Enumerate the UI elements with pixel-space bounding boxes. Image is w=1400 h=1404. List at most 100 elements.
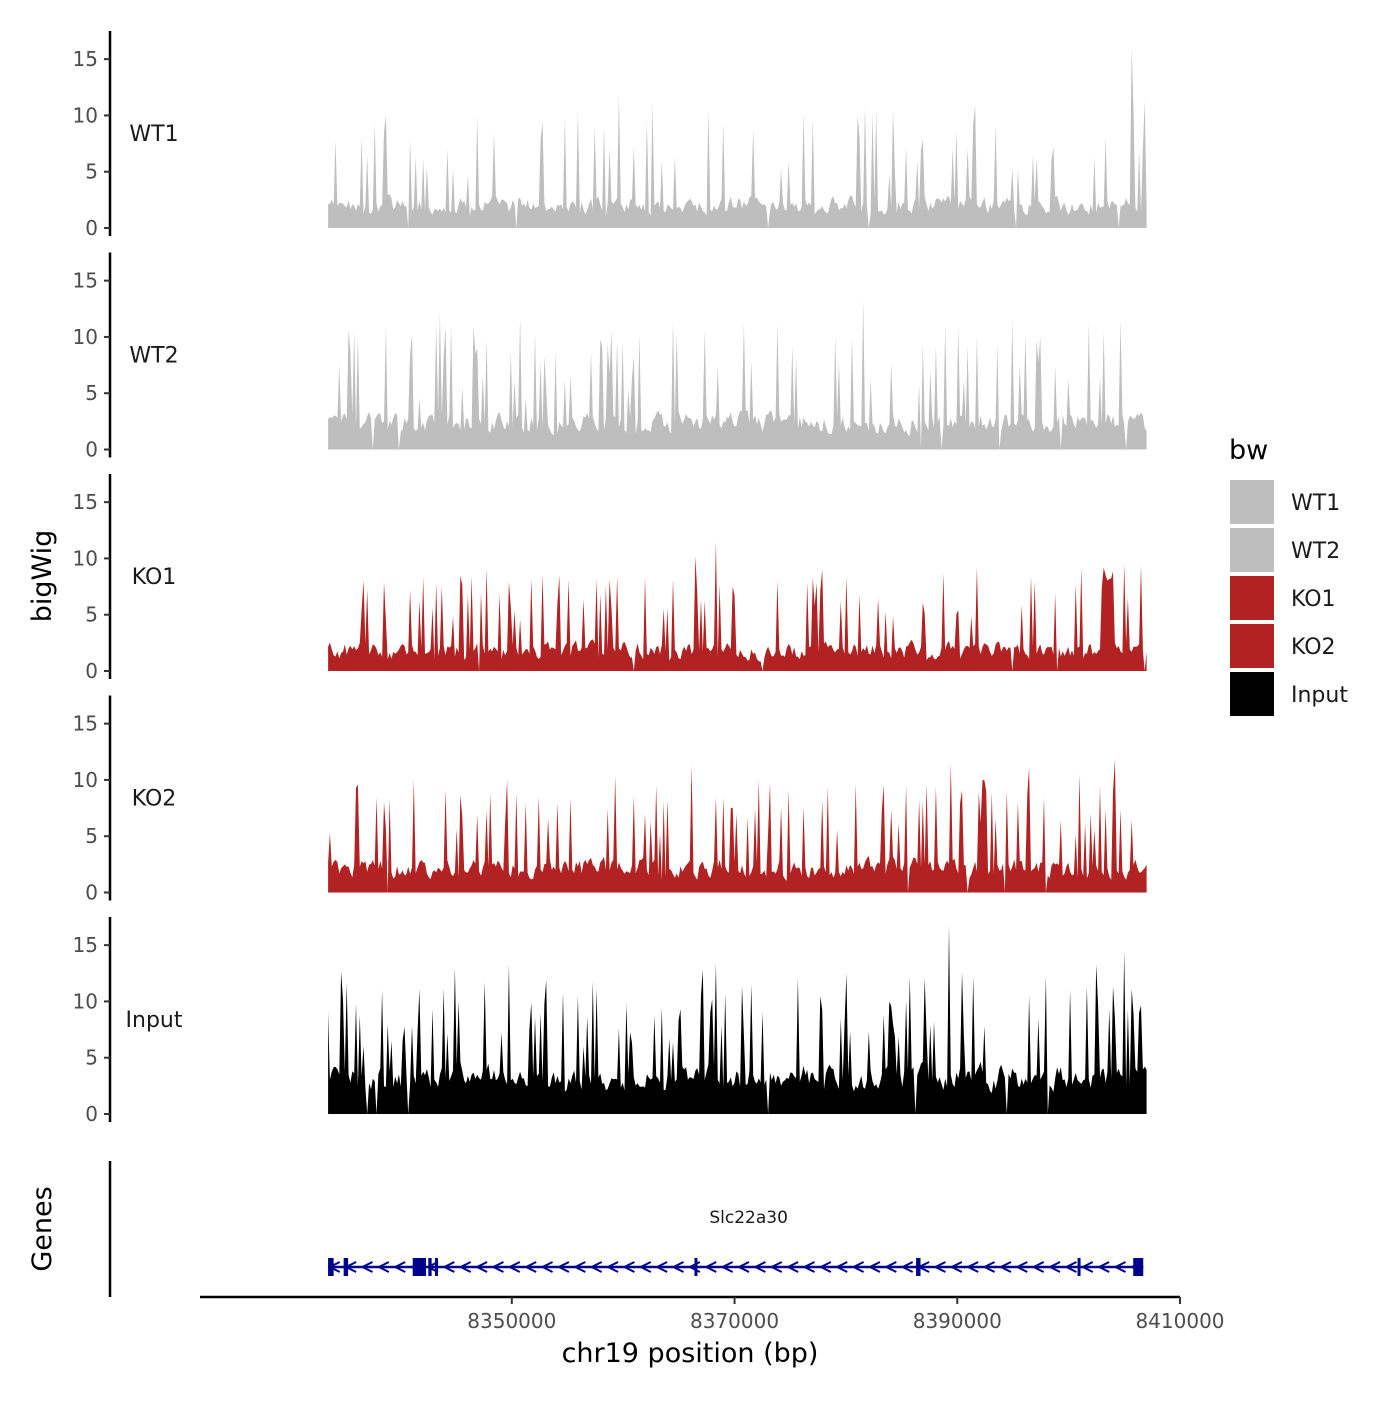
strand-arrow xyxy=(392,1261,406,1273)
strand-arrow xyxy=(769,1261,783,1273)
gene-exon xyxy=(1133,1258,1144,1276)
strand-arrow xyxy=(458,1261,472,1273)
track-wt1: 0 5 10 15 WT1 xyxy=(73,31,1147,240)
gene-exon xyxy=(412,1258,427,1276)
strand-arrow xyxy=(671,1261,684,1273)
legend-label: KO1 xyxy=(1291,587,1336,612)
legend-label: WT2 xyxy=(1291,539,1340,564)
gene-exon xyxy=(434,1258,438,1276)
track-ko2: 0 5 10 15 KO2 xyxy=(73,695,1147,905)
y-tick-label: 15 xyxy=(73,47,98,71)
strand-arrow xyxy=(736,1261,750,1273)
y-tick-label: 15 xyxy=(73,933,98,957)
gene-slc22a30: Slc22a30 xyxy=(327,1208,1144,1276)
strand-arrow xyxy=(834,1261,848,1273)
strand-arrow xyxy=(949,1261,963,1273)
legend: bw WT1 WT2 KO1 KO2 Input xyxy=(1229,435,1348,716)
gene-exon xyxy=(1077,1258,1081,1276)
legend-swatch xyxy=(1230,576,1274,620)
strand-arrow xyxy=(507,1261,521,1273)
genes-track: Genes Slc22a30 xyxy=(27,1161,1144,1297)
y-tick-label: 0 xyxy=(85,438,98,462)
strand-arrow xyxy=(867,1261,881,1273)
strand-arrow xyxy=(540,1261,554,1273)
y-tick-label: 15 xyxy=(73,712,98,736)
strand-arrow xyxy=(376,1261,390,1273)
track-label: WT1 xyxy=(129,122,178,147)
legend-entry-ko2: KO2 xyxy=(1230,624,1336,668)
gene-exon xyxy=(343,1258,349,1276)
strand-arrow xyxy=(785,1261,799,1273)
legend-swatch xyxy=(1230,672,1274,716)
strand-arrow xyxy=(965,1261,979,1273)
strand-arrow xyxy=(1096,1261,1110,1273)
coverage-area-wt1 xyxy=(328,47,1147,229)
strand-arrow xyxy=(753,1261,766,1273)
track-label: KO2 xyxy=(132,787,177,812)
strand-arrow xyxy=(933,1261,946,1273)
strand-arrow xyxy=(474,1261,488,1273)
strand-arrow xyxy=(573,1261,586,1273)
strand-arrow xyxy=(622,1261,635,1273)
strand-arrow xyxy=(884,1261,897,1273)
y-tick-label: 5 xyxy=(85,160,98,184)
x-tick-label: 8390000 xyxy=(913,1309,1002,1333)
gene-name-label: Slc22a30 xyxy=(709,1208,788,1228)
strand-arrow xyxy=(1047,1261,1061,1273)
track-label: WT2 xyxy=(129,344,178,369)
y-tick-label: 5 xyxy=(85,824,98,848)
track-label: Input xyxy=(126,1008,183,1033)
legend-swatch xyxy=(1230,528,1274,572)
strand-arrow xyxy=(1064,1261,1077,1273)
legend-label: Input xyxy=(1291,683,1348,708)
gene-exon xyxy=(916,1258,921,1276)
strand-arrow xyxy=(589,1261,603,1273)
y-tick-label: 0 xyxy=(85,659,98,683)
legend-label: KO2 xyxy=(1291,635,1336,660)
gene-exon xyxy=(694,1258,698,1276)
strand-arrow xyxy=(982,1261,996,1273)
strand-arrow xyxy=(1080,1261,1094,1273)
y-tick-label: 5 xyxy=(85,1046,98,1070)
y-tick-label: 10 xyxy=(73,989,98,1013)
y-tick-label: 10 xyxy=(73,768,98,792)
legend-entry-ko1: KO1 xyxy=(1230,576,1336,620)
x-tick-label: 8410000 xyxy=(1135,1309,1224,1333)
track-ko1: 0 5 10 15 KO1 xyxy=(73,474,1147,683)
y-tick-label: 0 xyxy=(85,216,98,240)
strand-arrow xyxy=(360,1261,373,1273)
legend-label: WT1 xyxy=(1291,491,1340,516)
strand-arrow xyxy=(704,1261,717,1273)
strand-arrow xyxy=(1113,1261,1126,1273)
track-wt2: 0 5 10 15 WT2 xyxy=(73,252,1147,462)
y-tick-label: 15 xyxy=(73,269,98,293)
strand-arrow xyxy=(720,1261,734,1273)
y-axis-title: bigWig xyxy=(27,530,58,623)
coverage-area-ko1 xyxy=(328,541,1147,671)
legend-swatch xyxy=(1230,624,1274,668)
strand-arrow xyxy=(900,1261,914,1273)
strand-arrow xyxy=(523,1261,537,1273)
legend-title: bw xyxy=(1229,435,1268,466)
coverage-area-ko2 xyxy=(328,759,1147,893)
coverage-area-input xyxy=(328,924,1147,1114)
strand-arrow xyxy=(491,1261,504,1273)
y-tick-label: 10 xyxy=(73,546,98,570)
y-tick-label: 10 xyxy=(73,325,98,349)
x-tick-label: 8350000 xyxy=(467,1309,556,1333)
x-axis-title: chr19 position (bp) xyxy=(562,1338,819,1369)
strand-arrow xyxy=(1015,1261,1028,1273)
gene-exon xyxy=(328,1258,334,1276)
strand-arrow xyxy=(818,1261,832,1273)
coverage-area-wt2 xyxy=(328,299,1147,450)
strand-arrow xyxy=(1031,1261,1045,1273)
strand-arrow xyxy=(605,1261,619,1273)
track-input: 0 5 10 15 Input xyxy=(73,917,1147,1126)
track-label: KO1 xyxy=(132,565,177,590)
strand-arrow xyxy=(802,1261,815,1273)
x-axis: chr19 position (bp) 8350000 8370000 839000… xyxy=(200,1295,1225,1369)
strand-arrow xyxy=(425,1261,439,1273)
strand-arrow xyxy=(654,1261,668,1273)
